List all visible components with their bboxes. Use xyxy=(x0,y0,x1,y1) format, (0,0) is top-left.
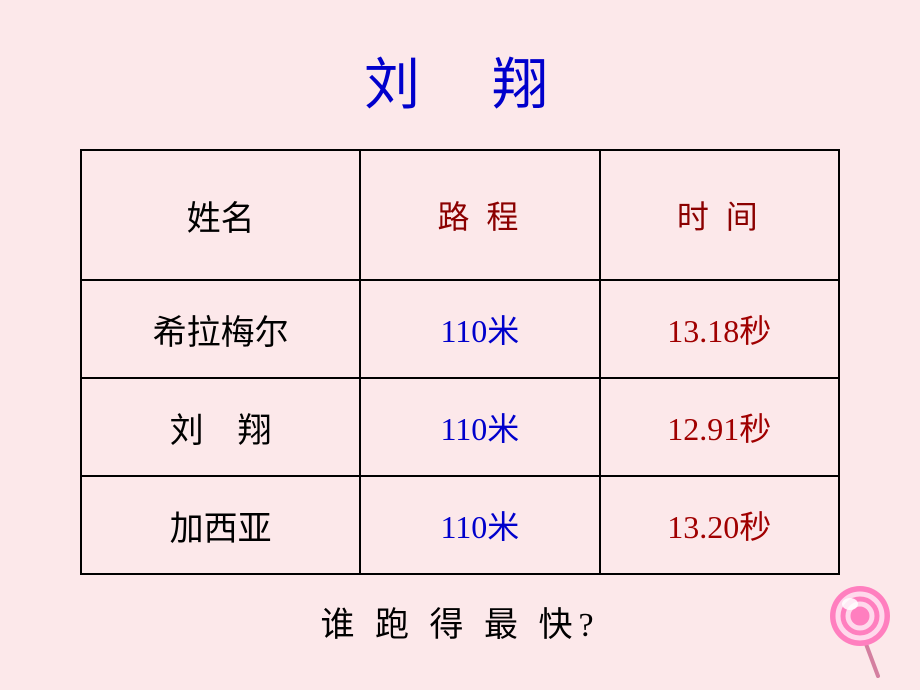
table-row: 希拉梅尔 110米 13.18秒 xyxy=(81,280,839,378)
page-title: 刘 翔 xyxy=(364,40,556,121)
table-header-row: 姓名 路 程 时 间 xyxy=(81,150,839,280)
cell-name: 希拉梅尔 xyxy=(81,280,360,378)
results-table: 姓名 路 程 时 间 希拉梅尔 110米 13.18秒 刘 翔 110米 12.… xyxy=(80,149,840,575)
question-text: 谁 跑 得 最 快? xyxy=(320,597,599,646)
cell-name: 刘 翔 xyxy=(81,378,360,476)
lollipop-icon xyxy=(820,578,900,678)
cell-name: 加西亚 xyxy=(81,476,360,574)
table-row: 加西亚 110米 13.20秒 xyxy=(81,476,839,574)
table-row: 刘 翔 110米 12.91秒 xyxy=(81,378,839,476)
cell-time: 13.20秒 xyxy=(600,476,839,574)
cell-distance: 110米 xyxy=(360,476,599,574)
header-distance: 路 程 xyxy=(360,150,599,280)
cell-distance: 110米 xyxy=(360,378,599,476)
cell-time: 13.18秒 xyxy=(600,280,839,378)
cell-time: 12.91秒 xyxy=(600,378,839,476)
header-name: 姓名 xyxy=(81,150,360,280)
slide-container: 刘 翔 姓名 路 程 时 间 希拉梅尔 110米 13.18秒 刘 翔 110米… xyxy=(0,0,920,690)
cell-distance: 110米 xyxy=(360,280,599,378)
header-time: 时 间 xyxy=(600,150,839,280)
